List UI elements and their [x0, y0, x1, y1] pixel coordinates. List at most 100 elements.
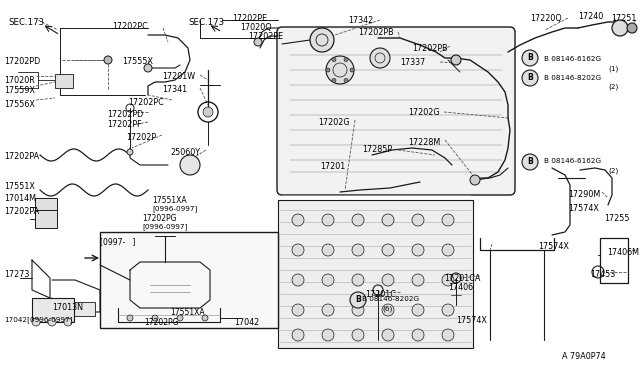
- Text: 17014M: 17014M: [4, 194, 36, 203]
- Circle shape: [292, 274, 304, 286]
- Circle shape: [352, 329, 364, 341]
- Circle shape: [412, 214, 424, 226]
- Circle shape: [292, 214, 304, 226]
- Bar: [35, 210, 57, 228]
- Text: 17202PD: 17202PD: [4, 57, 40, 66]
- Circle shape: [104, 56, 112, 64]
- Text: 17202PC: 17202PC: [112, 22, 148, 31]
- Text: (1): (1): [608, 65, 618, 71]
- Text: 17559X: 17559X: [4, 86, 35, 95]
- Circle shape: [202, 315, 208, 321]
- Circle shape: [412, 274, 424, 286]
- Bar: [600, 238, 628, 283]
- Text: 17201C: 17201C: [365, 290, 396, 299]
- Text: B 08146-8202G: B 08146-8202G: [544, 75, 601, 81]
- Circle shape: [522, 50, 538, 66]
- Circle shape: [326, 56, 354, 84]
- Circle shape: [412, 304, 424, 316]
- Text: 17240: 17240: [578, 12, 604, 21]
- Text: SEC.173: SEC.173: [8, 18, 44, 27]
- Circle shape: [352, 244, 364, 256]
- Text: 17202PB: 17202PB: [412, 44, 447, 53]
- Text: [0996-0997]: [0996-0997]: [152, 205, 197, 212]
- Circle shape: [326, 68, 330, 72]
- Text: B 08146-8202G: B 08146-8202G: [362, 296, 419, 302]
- Circle shape: [152, 315, 158, 321]
- Text: (6): (6): [382, 305, 392, 311]
- Circle shape: [292, 329, 304, 341]
- Circle shape: [127, 149, 133, 155]
- Text: (2): (2): [608, 167, 618, 173]
- Text: SEC.173: SEC.173: [188, 18, 224, 27]
- Text: B: B: [527, 74, 533, 83]
- Text: 17251: 17251: [611, 14, 636, 23]
- Text: 17341: 17341: [162, 85, 187, 94]
- Circle shape: [442, 329, 454, 341]
- Text: 17406M: 17406M: [607, 248, 639, 257]
- Text: 25060Y: 25060Y: [170, 148, 200, 157]
- Text: 17202PF: 17202PF: [107, 120, 141, 129]
- Text: 17202PA: 17202PA: [4, 152, 39, 161]
- Text: 17556X: 17556X: [4, 100, 35, 109]
- Text: 17255: 17255: [604, 214, 630, 223]
- Text: 17201W: 17201W: [162, 72, 195, 81]
- FancyBboxPatch shape: [277, 27, 515, 195]
- Bar: [55, 74, 73, 88]
- Circle shape: [352, 274, 364, 286]
- Text: 17228M: 17228M: [408, 138, 440, 147]
- Text: 17285P: 17285P: [362, 145, 392, 154]
- Circle shape: [352, 214, 364, 226]
- Text: 17202G: 17202G: [318, 118, 349, 127]
- Text: 17551XA: 17551XA: [152, 196, 187, 205]
- Circle shape: [322, 329, 334, 341]
- Text: 17406: 17406: [448, 283, 473, 292]
- Circle shape: [322, 244, 334, 256]
- Circle shape: [382, 274, 394, 286]
- Text: 17574X: 17574X: [568, 204, 599, 213]
- Text: 17201: 17201: [320, 162, 345, 171]
- Text: 17453: 17453: [590, 270, 615, 279]
- Circle shape: [180, 155, 200, 175]
- Circle shape: [412, 329, 424, 341]
- Circle shape: [322, 304, 334, 316]
- Circle shape: [48, 318, 56, 326]
- Text: [0997-   ]: [0997- ]: [100, 237, 136, 246]
- Text: 17202PA: 17202PA: [4, 207, 39, 216]
- Circle shape: [382, 244, 394, 256]
- Text: B 08146-6162G: B 08146-6162G: [544, 56, 601, 62]
- Text: 17202PB: 17202PB: [358, 28, 394, 37]
- Circle shape: [332, 58, 336, 62]
- Text: 17020Q: 17020Q: [240, 23, 271, 32]
- Text: 17202PC: 17202PC: [128, 98, 164, 107]
- Circle shape: [322, 274, 334, 286]
- Circle shape: [292, 244, 304, 256]
- Text: 17202PE: 17202PE: [248, 32, 283, 41]
- Circle shape: [612, 20, 628, 36]
- Circle shape: [203, 107, 213, 117]
- Circle shape: [382, 304, 394, 316]
- Text: B 08146-6162G: B 08146-6162G: [544, 158, 601, 164]
- Circle shape: [310, 28, 334, 52]
- Text: B: B: [527, 157, 533, 167]
- Text: 17202PD: 17202PD: [107, 110, 143, 119]
- Circle shape: [32, 318, 40, 326]
- Text: 17042: 17042: [234, 318, 259, 327]
- Text: 17342: 17342: [348, 16, 373, 25]
- Text: 17551XA: 17551XA: [170, 308, 205, 317]
- Circle shape: [442, 214, 454, 226]
- Circle shape: [350, 68, 354, 72]
- Text: 17551X: 17551X: [4, 182, 35, 191]
- Circle shape: [332, 78, 336, 82]
- Circle shape: [322, 214, 334, 226]
- Bar: [278, 200, 473, 348]
- Circle shape: [451, 55, 461, 65]
- Circle shape: [442, 274, 454, 286]
- Text: 17042[0996-0997]: 17042[0996-0997]: [4, 316, 72, 323]
- Text: 17201CA: 17201CA: [444, 274, 481, 283]
- Circle shape: [292, 304, 304, 316]
- Bar: [55, 302, 95, 316]
- Text: 17220Q: 17220Q: [530, 14, 562, 23]
- Bar: [35, 198, 57, 216]
- Bar: [32, 298, 74, 322]
- Text: 17202G: 17202G: [408, 108, 440, 117]
